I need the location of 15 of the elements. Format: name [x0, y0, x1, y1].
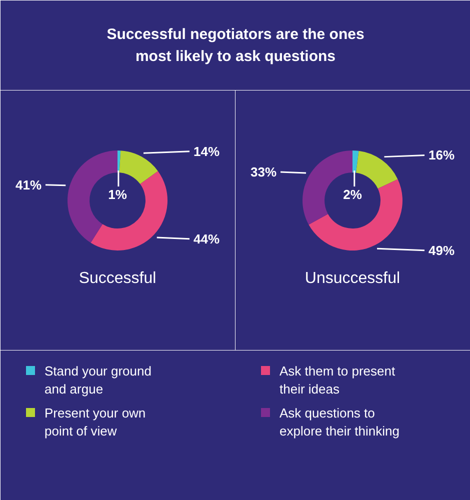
text: Successful	[78, 270, 156, 287]
legend-label: Present your own point of view	[44, 406, 146, 438]
chart-title: Successful negotiators are the ones most likely to ask questions	[106, 26, 364, 66]
data-label: 33%	[250, 164, 277, 180]
data-label: 14%	[194, 144, 220, 159]
data-label: 2%	[343, 187, 362, 202]
legend-label: Ask questions to explore their thinking	[280, 406, 400, 438]
data-label: 44%	[194, 231, 220, 246]
data-label: 16%	[428, 148, 455, 163]
data-label: 49%	[428, 242, 455, 258]
text: Unsuccessful	[304, 270, 400, 287]
legend-label: Stand your ground and argue	[44, 364, 152, 396]
data-label: 41%	[15, 177, 42, 192]
data-label: 1%	[108, 187, 128, 202]
legend-label: Ask them to present their ideas	[280, 364, 396, 396]
